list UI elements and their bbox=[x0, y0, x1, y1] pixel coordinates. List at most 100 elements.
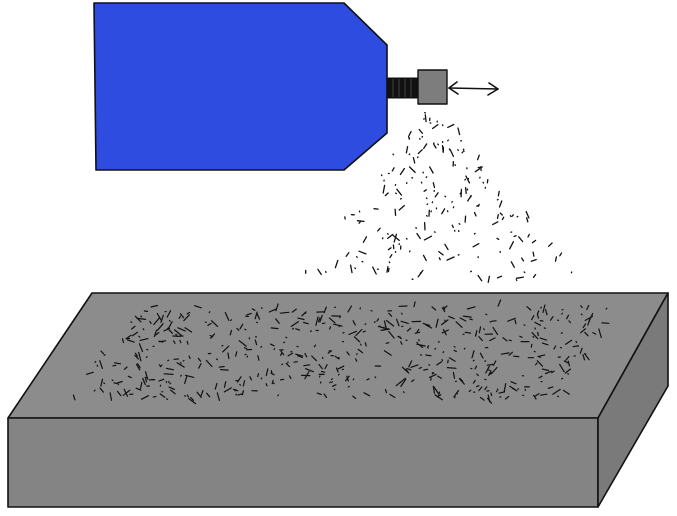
deposited-particle bbox=[534, 321, 542, 326]
spray-particle bbox=[496, 198, 499, 201]
spray-particle bbox=[349, 264, 353, 274]
deposited-particle bbox=[446, 367, 457, 369]
spray-particle bbox=[389, 254, 393, 259]
deposited-particle bbox=[152, 395, 157, 398]
deposited-particle bbox=[580, 328, 587, 334]
deposited-particle bbox=[540, 306, 542, 309]
deposited-particle bbox=[559, 363, 565, 373]
deposited-particle bbox=[221, 344, 224, 347]
spray-particle bbox=[446, 256, 455, 261]
deposited-particle bbox=[131, 331, 139, 337]
deposited-particle bbox=[158, 340, 164, 343]
deposited-particle bbox=[553, 345, 557, 350]
spray-particle bbox=[473, 211, 477, 217]
deposited-particle bbox=[169, 382, 172, 385]
deposited-particle bbox=[214, 382, 218, 390]
deposited-particle bbox=[196, 391, 202, 398]
spray-particle bbox=[451, 224, 454, 229]
deposited-particle bbox=[534, 393, 540, 397]
double-headed-arrow-icon bbox=[448, 81, 499, 96]
deposited-particle bbox=[355, 358, 358, 362]
spray-particle bbox=[421, 135, 424, 138]
deposited-particle bbox=[146, 348, 149, 351]
deposited-particle bbox=[549, 316, 554, 321]
deposited-particle bbox=[184, 375, 188, 384]
deposited-particle bbox=[355, 328, 363, 336]
deposited-particle bbox=[135, 363, 141, 371]
spray-particle bbox=[559, 252, 563, 257]
deposited-particle bbox=[423, 368, 429, 371]
deposited-particle bbox=[121, 338, 125, 343]
deposited-particle bbox=[232, 388, 239, 392]
deposited-particle bbox=[541, 342, 549, 346]
deposited-particle bbox=[338, 356, 340, 359]
deposited-particle bbox=[417, 343, 424, 348]
spray-particle bbox=[426, 203, 429, 206]
deposited-particle bbox=[186, 340, 189, 345]
deposited-particle bbox=[227, 352, 230, 360]
spray-particle bbox=[461, 151, 464, 154]
deposited-particle bbox=[126, 339, 135, 343]
deposited-particle bbox=[244, 347, 248, 350]
deposited-particle bbox=[277, 394, 279, 397]
spray-particle bbox=[487, 275, 491, 284]
deposited-particle bbox=[432, 372, 435, 374]
deposited-particle bbox=[425, 324, 433, 329]
deposited-particle bbox=[500, 352, 510, 355]
deposited-particle bbox=[184, 327, 193, 333]
spray-particle bbox=[382, 184, 386, 194]
deposited-particle bbox=[388, 330, 395, 339]
deposited-particle bbox=[184, 374, 195, 378]
deposited-particle bbox=[144, 371, 149, 380]
deposited-particle bbox=[179, 339, 182, 344]
deposited-particle bbox=[116, 390, 122, 397]
spray-particle bbox=[416, 232, 421, 240]
deposited-particle bbox=[478, 326, 482, 334]
deposited-particle bbox=[72, 394, 76, 401]
deposited-particle bbox=[173, 340, 176, 344]
deposited-particle bbox=[413, 301, 416, 308]
deposited-particle bbox=[542, 304, 546, 313]
deposited-particle bbox=[472, 379, 476, 384]
deposited-particle bbox=[256, 321, 259, 324]
spray-particle bbox=[433, 143, 437, 149]
deposited-particle bbox=[206, 392, 211, 398]
spray-particle bbox=[516, 215, 519, 218]
deposited-particle bbox=[313, 344, 317, 348]
spray-particle bbox=[432, 182, 436, 189]
spray-particle bbox=[394, 208, 397, 216]
deposited-particle bbox=[373, 321, 376, 323]
deposited-particle bbox=[342, 331, 345, 334]
deposited-particle bbox=[389, 393, 396, 399]
spray-particle bbox=[458, 223, 461, 225]
deposited-particle bbox=[205, 359, 213, 368]
deposited-particle bbox=[497, 299, 502, 307]
deposited-particle bbox=[567, 360, 571, 367]
deposited-particle bbox=[99, 387, 105, 393]
deposited-particle bbox=[265, 383, 268, 387]
deposited-particle bbox=[490, 392, 493, 397]
spray-particle bbox=[417, 149, 423, 155]
deposited-particle bbox=[279, 311, 290, 314]
deposited-particle bbox=[438, 391, 441, 396]
deposited-particle bbox=[335, 367, 339, 373]
deposited-particle bbox=[323, 393, 328, 399]
deposited-particle bbox=[316, 392, 322, 396]
spray-plume bbox=[305, 112, 573, 284]
deposited-particle bbox=[563, 360, 569, 364]
deposited-particle bbox=[323, 306, 327, 314]
spray-particle bbox=[398, 204, 405, 211]
deposited-particle bbox=[269, 343, 275, 347]
deposited-particle bbox=[486, 363, 494, 366]
deposited-particle bbox=[566, 314, 570, 320]
substrate-top-face bbox=[7, 292, 669, 419]
deposited-particle bbox=[238, 340, 247, 347]
deposited-particle bbox=[347, 305, 353, 313]
deposited-particle bbox=[565, 355, 570, 361]
spray-particle bbox=[422, 254, 427, 262]
deposited-particle bbox=[197, 357, 202, 362]
spray-particle bbox=[476, 154, 480, 161]
spray-particle bbox=[496, 213, 499, 220]
deposited-particle bbox=[408, 360, 413, 368]
deposited-particle bbox=[280, 352, 283, 356]
